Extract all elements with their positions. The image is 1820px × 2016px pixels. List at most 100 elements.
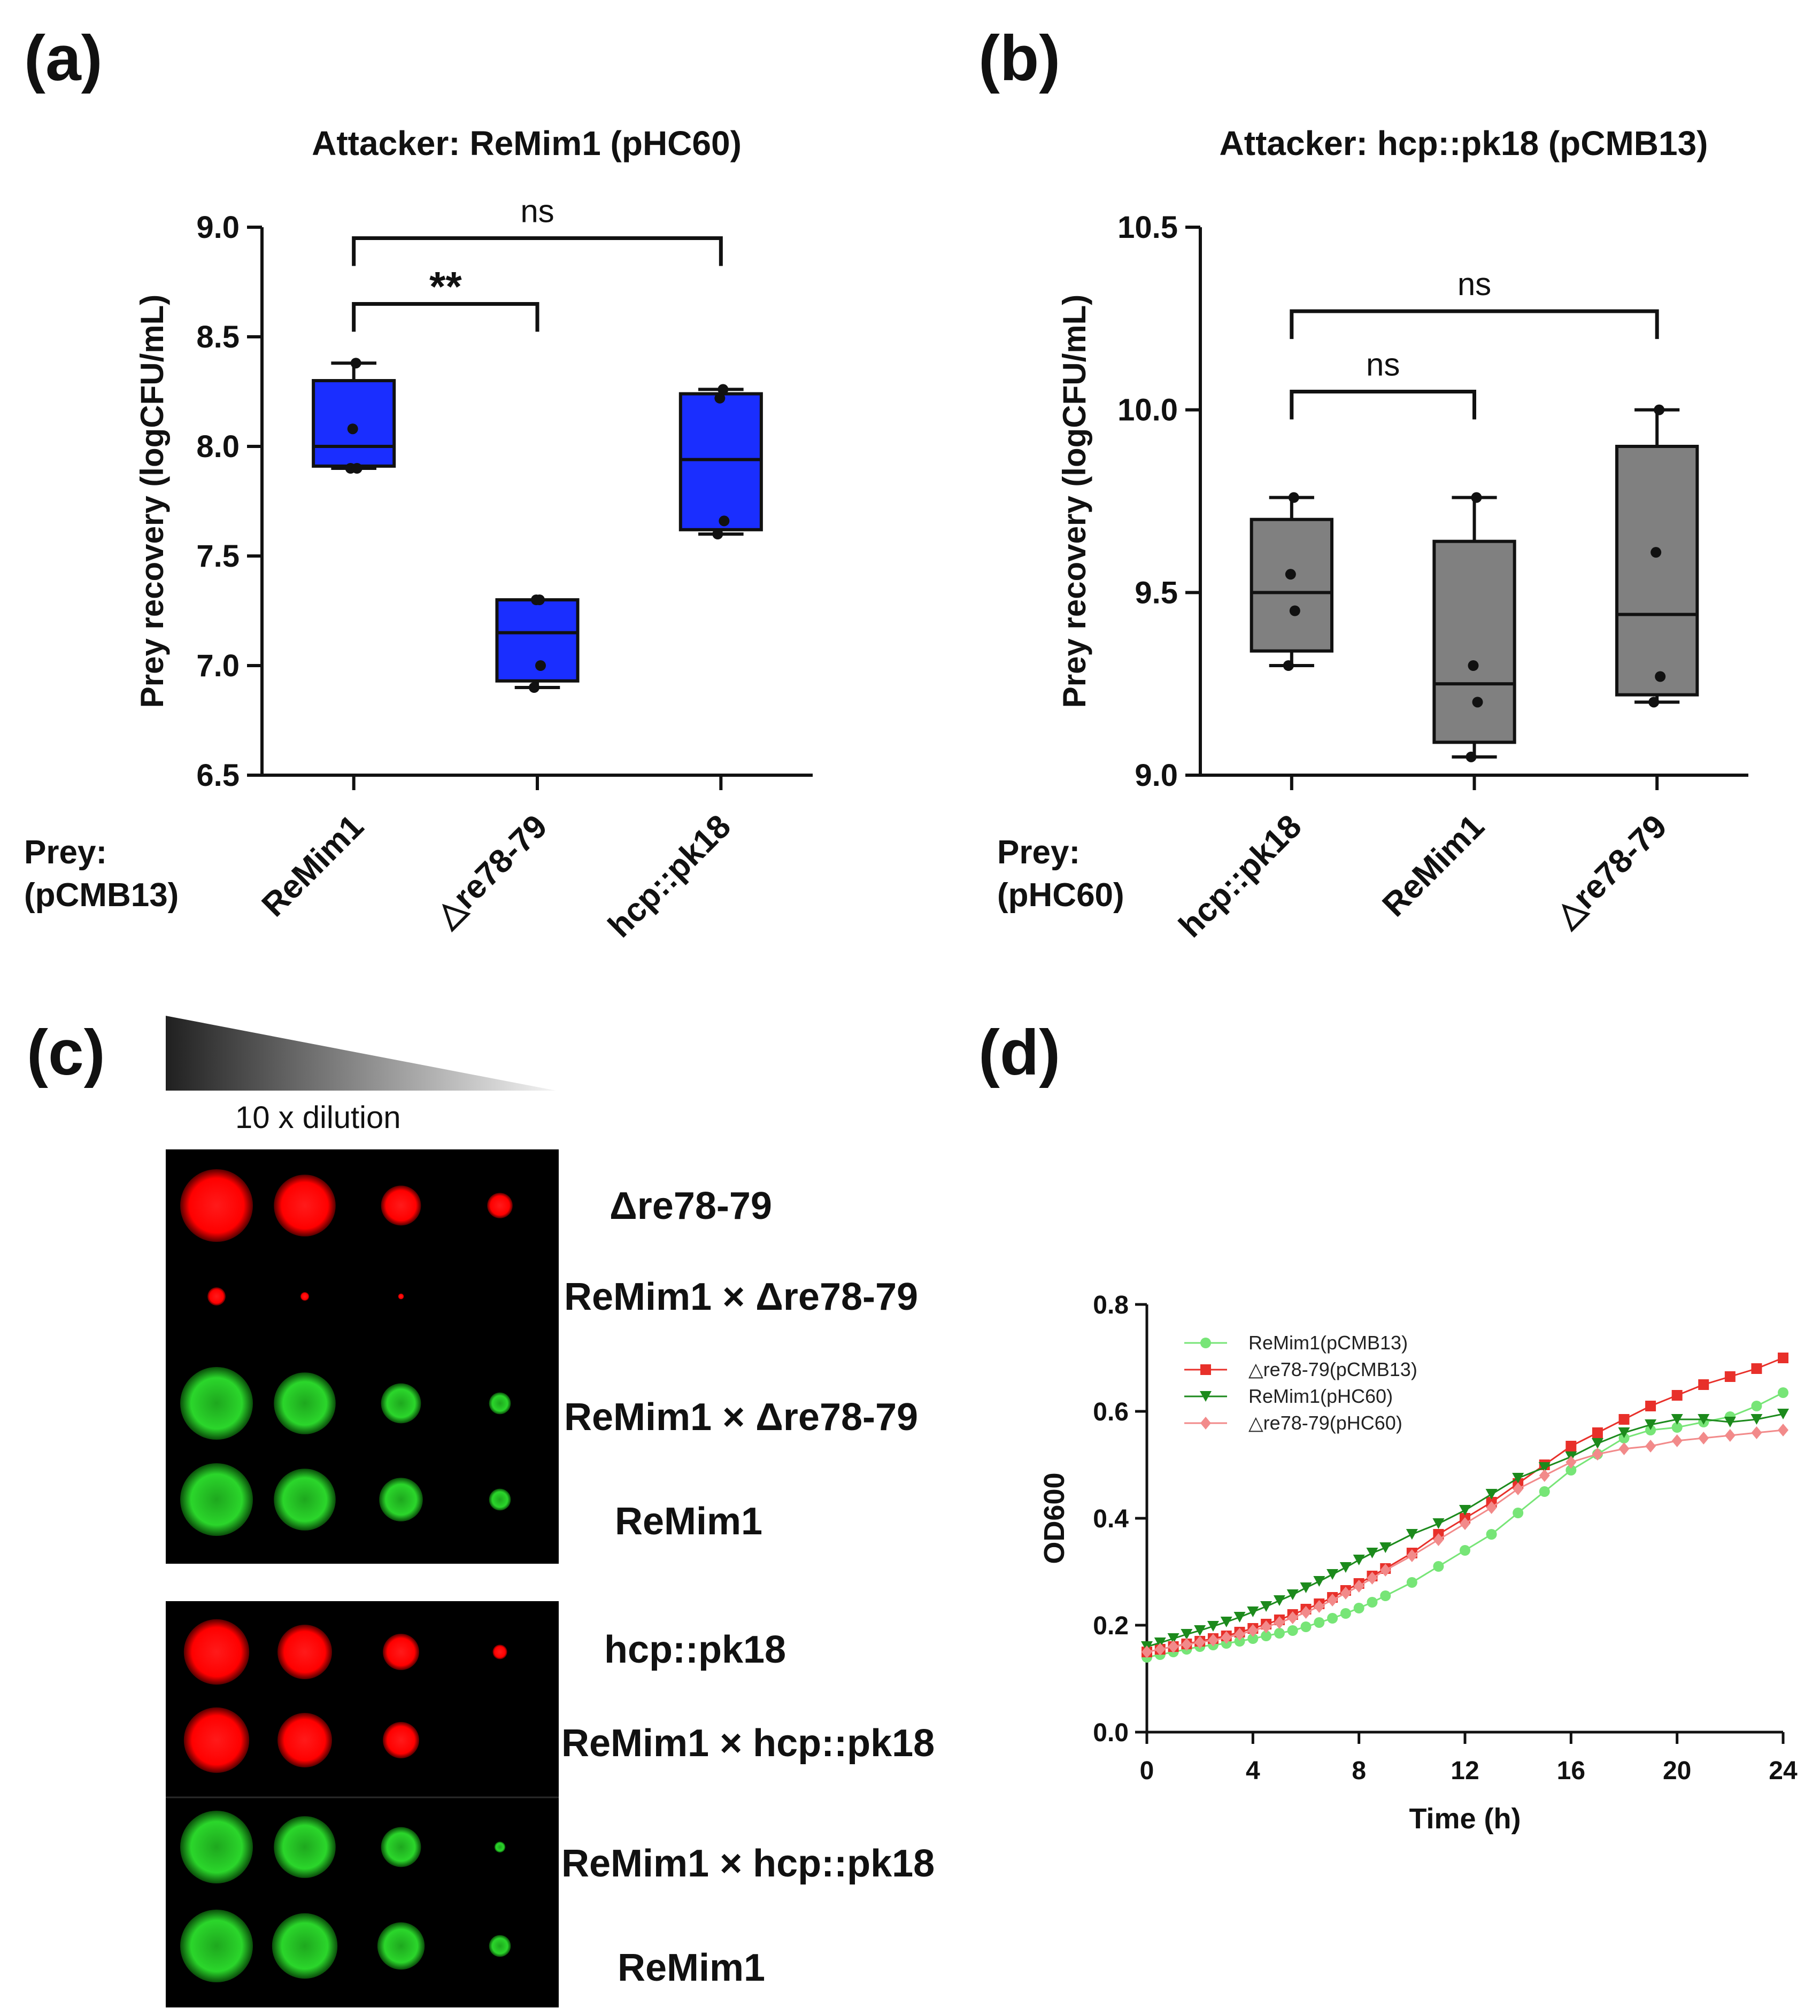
chart-title: Attacker: ReMim1 (pHC60) bbox=[312, 124, 742, 163]
legend-entry: △re78-79(pHC60) bbox=[1248, 1412, 1402, 1434]
box bbox=[678, 392, 763, 531]
significance-label: ns bbox=[1457, 266, 1491, 302]
data-point bbox=[1221, 1631, 1232, 1644]
data-point bbox=[1220, 1617, 1232, 1627]
prey-b-line1: Prey: bbox=[997, 834, 1080, 871]
data-point bbox=[1300, 1606, 1312, 1619]
data-point bbox=[1751, 1401, 1762, 1411]
data-point bbox=[1654, 404, 1665, 415]
colony-spot bbox=[180, 1463, 253, 1536]
colony-spot bbox=[379, 1478, 423, 1521]
data-point bbox=[1591, 1438, 1603, 1449]
y-tick-label: 9.5 bbox=[1135, 575, 1178, 610]
data-point bbox=[1592, 1448, 1603, 1461]
strain-label: ReMim1 bbox=[618, 1947, 765, 1989]
data-point bbox=[1539, 1469, 1550, 1482]
strain-label: ReMim1 × hcp::pk18 bbox=[561, 1722, 935, 1765]
panel-label-d: (d) bbox=[978, 1017, 1060, 1088]
colony-spot bbox=[398, 1293, 404, 1300]
data-point bbox=[1234, 1636, 1245, 1647]
panel-label-c: (c) bbox=[27, 1017, 105, 1088]
data-point bbox=[1247, 1633, 1259, 1644]
box bbox=[1615, 445, 1699, 697]
data-point bbox=[1194, 1625, 1206, 1636]
data-point bbox=[1233, 1612, 1246, 1623]
strain-label: Δre78-79 bbox=[610, 1185, 772, 1227]
data-point bbox=[1538, 1462, 1551, 1473]
data-point bbox=[1724, 1429, 1736, 1442]
colony-spot bbox=[274, 1372, 336, 1434]
data-point bbox=[1207, 1634, 1219, 1647]
y-tick-label: 7.5 bbox=[196, 539, 240, 574]
panel-label-a: (a) bbox=[24, 22, 103, 94]
x-category-label: ReMim1 bbox=[1375, 808, 1491, 924]
data-point bbox=[1379, 1542, 1392, 1553]
data-point bbox=[1565, 1441, 1577, 1451]
strain-label: ReMim1 × Δre78-79 bbox=[564, 1276, 918, 1318]
data-point bbox=[1433, 1533, 1444, 1546]
data-point bbox=[1724, 1417, 1736, 1427]
significance-label: ** bbox=[429, 263, 462, 310]
y-tick-label: 6.5 bbox=[196, 758, 240, 793]
data-point bbox=[1154, 1643, 1166, 1656]
data-point bbox=[1287, 1611, 1298, 1624]
data-point bbox=[1380, 1590, 1391, 1601]
data-point bbox=[1314, 1617, 1325, 1628]
data-point bbox=[1486, 1501, 1497, 1514]
data-point bbox=[1327, 1569, 1339, 1580]
box bbox=[1250, 517, 1334, 653]
data-point bbox=[1353, 1603, 1364, 1613]
data-point bbox=[1261, 1620, 1272, 1633]
x-tick-label: 20 bbox=[1663, 1757, 1691, 1785]
colony-spot bbox=[180, 1367, 253, 1440]
y-tick-label: 0.6 bbox=[1093, 1398, 1129, 1426]
series-group bbox=[1141, 1409, 1789, 1652]
data-point bbox=[1459, 1505, 1471, 1516]
x-category-label: ReMim1 bbox=[255, 808, 371, 924]
data-point bbox=[1565, 1465, 1577, 1476]
colony-spot bbox=[277, 1625, 332, 1679]
x-category-label: △re78-79 bbox=[1547, 808, 1674, 934]
colony-spot bbox=[489, 1392, 511, 1415]
box bbox=[1432, 539, 1516, 744]
data-point bbox=[351, 463, 363, 474]
data-point bbox=[1353, 1580, 1364, 1593]
data-point bbox=[1300, 1621, 1312, 1632]
data-point bbox=[1645, 1401, 1656, 1411]
data-point bbox=[1698, 1379, 1709, 1390]
data-point bbox=[1168, 1640, 1179, 1653]
data-point bbox=[1261, 1631, 1272, 1641]
y-axis-label: OD600 bbox=[1038, 1472, 1070, 1564]
data-point bbox=[718, 384, 729, 395]
y-axis-label: Prey recovery (logCFU/mL) bbox=[1056, 295, 1092, 708]
data-point bbox=[1181, 1629, 1193, 1640]
colony-spot bbox=[183, 1707, 250, 1773]
y-tick-label: 0.8 bbox=[1093, 1291, 1129, 1319]
data-point bbox=[1460, 1517, 1470, 1530]
x-category-label: hcp::pk18 bbox=[1172, 808, 1309, 945]
y-tick-label: 9.0 bbox=[1135, 758, 1178, 793]
data-point bbox=[1247, 1606, 1259, 1617]
panel-c: 10 x dilution Δre78-79 ReMim1 × Δre78-79 R… bbox=[166, 1016, 935, 2007]
data-point bbox=[1340, 1587, 1351, 1600]
data-point bbox=[1288, 492, 1299, 503]
data-point bbox=[1618, 1442, 1630, 1455]
data-point bbox=[1645, 1440, 1656, 1453]
data-point bbox=[1698, 1432, 1709, 1445]
legend-entry: △re78-79(pCMB13) bbox=[1248, 1358, 1417, 1380]
data-point bbox=[1200, 1417, 1211, 1430]
x-tick-label: 12 bbox=[1451, 1757, 1479, 1785]
data-point bbox=[1234, 1628, 1245, 1641]
data-point bbox=[1671, 1422, 1683, 1433]
data-point bbox=[534, 594, 545, 605]
colony-spot bbox=[489, 1935, 511, 1957]
y-tick-label: 0.2 bbox=[1093, 1612, 1129, 1640]
data-point bbox=[1247, 1624, 1259, 1637]
data-point bbox=[1539, 1486, 1550, 1497]
colony-spot bbox=[272, 1913, 338, 1979]
data-point bbox=[1778, 1387, 1788, 1398]
data-point bbox=[1468, 660, 1479, 671]
data-point bbox=[1778, 1424, 1788, 1436]
data-point bbox=[1471, 492, 1482, 503]
